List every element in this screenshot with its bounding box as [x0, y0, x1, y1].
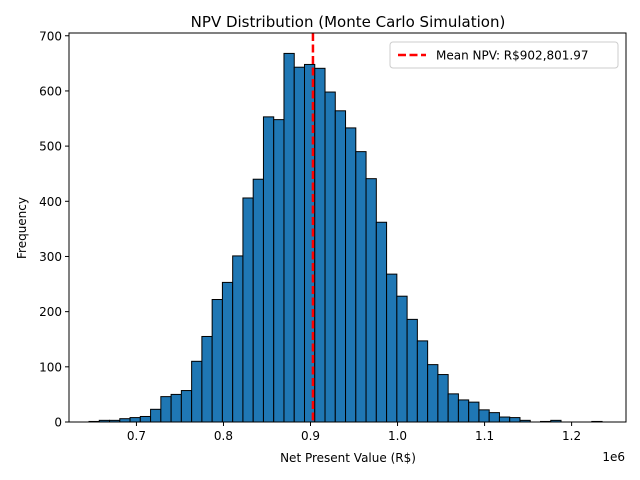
plot-frame	[68, 32, 627, 423]
histogram-bar	[457, 399, 470, 423]
x-tick-label: 0.7	[127, 429, 146, 443]
x-axis-ticks: 0.7 0.8 0.9 1.0 1.1 1.2	[127, 422, 581, 443]
x-tick-label: 0.8	[214, 429, 233, 443]
histogram-bar	[262, 116, 275, 423]
histogram-bar	[509, 417, 521, 423]
y-tick-label: 100	[39, 360, 62, 374]
histogram-bar	[283, 52, 295, 423]
x-tick-label: 0.9	[301, 429, 320, 443]
chart-title: NPV Distribution (Monte Carlo Simulation…	[191, 13, 506, 31]
histogram-bar	[211, 299, 223, 423]
histogram-bar	[221, 281, 234, 423]
histogram-bar	[386, 273, 398, 423]
histogram-bars	[88, 52, 603, 423]
legend: Mean NPV: R$902,801.97	[389, 41, 619, 69]
y-tick-label: 300	[39, 250, 62, 264]
y-tick-label: 400	[39, 195, 62, 209]
legend-box	[389, 41, 619, 69]
legend-mean-label: Mean NPV: R$902,801.97	[436, 49, 589, 63]
histogram-bar	[437, 374, 449, 423]
histogram-bar	[242, 197, 254, 423]
histogram-bar	[427, 364, 439, 423]
y-tick-label: 700	[39, 29, 62, 43]
histogram-bar	[396, 295, 408, 423]
y-axis-label: Frequency	[15, 197, 29, 259]
histogram-bar	[416, 340, 429, 423]
histogram-bar	[334, 110, 347, 423]
histogram-bar	[232, 255, 244, 423]
histogram-bar	[406, 318, 418, 423]
y-tick-label: 500	[39, 140, 62, 154]
histogram-bar	[498, 416, 511, 423]
histogram-bar	[365, 178, 377, 423]
histogram-bar	[375, 221, 388, 423]
histogram-bar	[180, 390, 193, 423]
x-tick-label: 1.1	[475, 429, 494, 443]
x-tick-label: 1.2	[562, 429, 581, 443]
histogram-bar	[355, 151, 367, 423]
histogram-bar	[345, 127, 357, 423]
y-tick-label: 200	[39, 305, 62, 319]
histogram-bar	[191, 360, 203, 423]
histogram-bar	[468, 401, 480, 423]
x-axis-label: Net Present Value (R$)	[280, 451, 416, 465]
histogram-bar	[139, 415, 152, 423]
y-tick-label: 0	[54, 416, 62, 430]
histogram-bar	[160, 396, 172, 423]
histogram-bar	[201, 335, 213, 423]
y-tick-label: 600	[39, 84, 62, 98]
histogram-bar	[447, 393, 459, 423]
histogram-bar	[293, 66, 305, 423]
y-axis-ticks: 0 100 200 300 400 500 600 700	[39, 29, 69, 430]
histogram-bar	[488, 412, 500, 423]
histogram-bar	[314, 67, 326, 423]
histogram-bar	[324, 91, 336, 423]
histogram-bar	[273, 119, 285, 423]
histogram-bar	[170, 393, 182, 423]
x-axis-offset-label: 1e6	[602, 450, 625, 464]
x-tick-label: 1.0	[388, 429, 407, 443]
histogram-bar	[129, 417, 141, 423]
histogram-bar	[252, 178, 264, 423]
histogram-bar	[478, 409, 490, 423]
histogram-bar	[150, 408, 162, 423]
